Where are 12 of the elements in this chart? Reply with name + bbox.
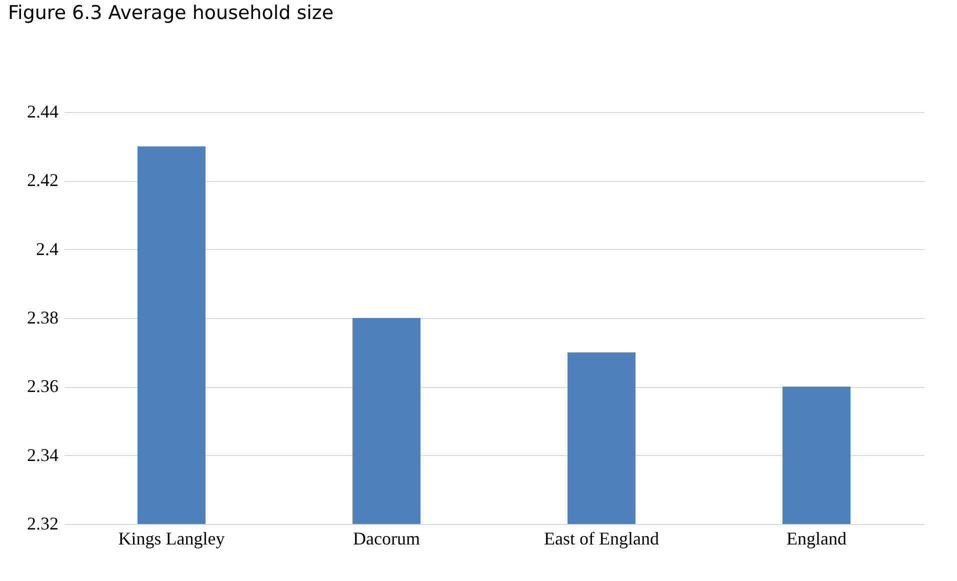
y-tick-label: 2.36 xyxy=(27,376,58,396)
x-tick-label: Dacorum xyxy=(353,528,420,548)
x-tick-label: England xyxy=(786,528,846,548)
y-tick-label: 2.32 xyxy=(27,514,58,534)
y-tick-label: 2.44 xyxy=(27,102,58,122)
x-tick-label: East of England xyxy=(544,528,659,548)
chart-title: Figure 6.3 Average household size xyxy=(8,2,334,24)
y-tick-label: 2.42 xyxy=(27,170,58,190)
y-tick-label: 2.34 xyxy=(27,444,58,465)
y-tick-label: 2.38 xyxy=(27,308,58,328)
y-tick-label: 2.4 xyxy=(36,238,58,259)
x-tick-label: Kings Langley xyxy=(118,528,225,548)
